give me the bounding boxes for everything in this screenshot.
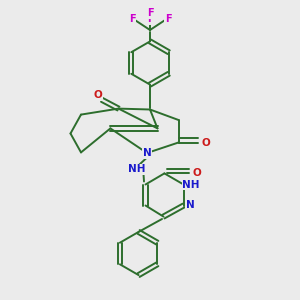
Text: N: N <box>186 200 195 211</box>
Text: NH: NH <box>128 164 145 175</box>
Text: F: F <box>147 14 153 25</box>
Text: O: O <box>93 90 102 100</box>
Text: NH: NH <box>182 179 200 190</box>
Text: O: O <box>201 137 210 148</box>
Text: F: F <box>147 8 153 19</box>
Text: F: F <box>129 14 135 25</box>
Text: F: F <box>165 14 171 25</box>
Text: O: O <box>192 168 201 178</box>
Text: N: N <box>142 148 152 158</box>
